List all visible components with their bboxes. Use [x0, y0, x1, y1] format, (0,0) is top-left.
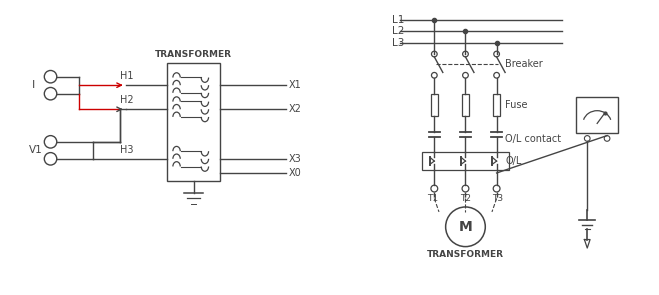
Text: Fuse: Fuse	[505, 100, 528, 110]
Bar	[422, 152, 509, 170]
Text: H3: H3	[120, 145, 133, 155]
Text: X1: X1	[289, 80, 301, 90]
Text: L1: L1	[392, 15, 404, 25]
Text: T1: T1	[427, 194, 438, 203]
Text: T3: T3	[492, 194, 503, 203]
Bar	[493, 94, 500, 116]
Text: V1: V1	[29, 145, 43, 155]
Text: TRANSFORMER: TRANSFORMER	[155, 50, 232, 59]
Text: L2: L2	[392, 26, 404, 36]
Text: I: I	[32, 80, 36, 90]
Text: T2: T2	[460, 194, 471, 203]
Text: H1: H1	[120, 71, 133, 81]
Text: Breaker: Breaker	[505, 59, 543, 69]
Text: X2: X2	[289, 104, 301, 114]
Bar	[576, 96, 618, 133]
Bar	[430, 94, 438, 116]
Bar	[167, 63, 221, 181]
Text: X0: X0	[289, 168, 301, 178]
Text: L3: L3	[392, 38, 404, 48]
Bar	[462, 94, 469, 116]
Text: M: M	[459, 220, 473, 234]
Text: X3: X3	[289, 154, 301, 164]
Text: O/L contact: O/L contact	[505, 134, 561, 144]
Text: O/L: O/L	[505, 156, 521, 166]
Text: TRANSFORMER: TRANSFORMER	[427, 250, 504, 258]
Text: H2: H2	[120, 95, 134, 105]
